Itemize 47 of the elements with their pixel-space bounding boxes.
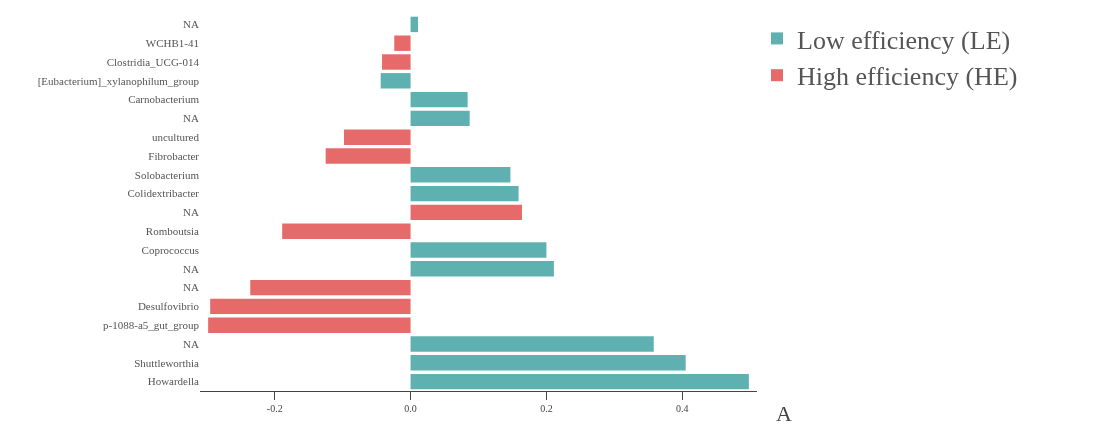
bar bbox=[410, 16, 419, 33]
y-tick-label: Desulfovibrio bbox=[137, 300, 200, 313]
y-tick-label: Clostridia_UCG-014 bbox=[106, 55, 200, 68]
y-tick-label: WCHB1-41 bbox=[145, 37, 199, 50]
bar bbox=[380, 73, 411, 89]
bar bbox=[210, 298, 411, 315]
bar bbox=[282, 223, 411, 239]
y-tick-label: uncultured bbox=[151, 131, 200, 144]
y-tick-label: Howardella bbox=[147, 375, 200, 388]
y-tick-label: NA bbox=[183, 18, 200, 31]
y-tick-label: p-1088-a5_gut_group bbox=[103, 319, 200, 332]
y-tick-label: NA bbox=[183, 281, 200, 294]
bar bbox=[410, 242, 547, 258]
bar bbox=[410, 373, 749, 390]
bar bbox=[410, 336, 654, 352]
legend-label: High efficiency (HE) bbox=[797, 62, 1018, 92]
bar bbox=[325, 148, 411, 164]
y-tick-label: Coprococcus bbox=[141, 243, 199, 256]
y-tick-label: Fibrobacter bbox=[148, 149, 200, 162]
bar bbox=[208, 317, 411, 333]
y-tick-label: Romboutsia bbox=[145, 225, 200, 238]
bar bbox=[410, 91, 468, 108]
y-tick-label: Colidextribacter bbox=[127, 187, 200, 200]
bar bbox=[344, 129, 411, 145]
y-tick-label: [Eubacterium]_xylanophilum_group bbox=[37, 74, 200, 87]
bar bbox=[394, 35, 411, 51]
bar bbox=[410, 355, 686, 371]
y-tick-label: NA bbox=[183, 206, 200, 219]
x-tick-label: -0.2 bbox=[266, 403, 283, 414]
bar bbox=[410, 204, 522, 221]
legend-label: Low efficiency (LE) bbox=[797, 25, 1011, 55]
text: A bbox=[776, 401, 792, 426]
y-tick-label: Solobacterium bbox=[134, 168, 200, 181]
x-tick-label: 0.2 bbox=[540, 403, 553, 414]
y-tick-label: NA bbox=[183, 262, 200, 275]
y-tick-label: NA bbox=[183, 337, 200, 350]
y-tick-label: Carnobacterium bbox=[128, 93, 200, 106]
bar bbox=[250, 279, 411, 296]
y-tick-label: Shuttleworthia bbox=[134, 356, 200, 369]
bar bbox=[382, 54, 411, 70]
x-tick-label: 0.0 bbox=[404, 403, 417, 414]
bar bbox=[410, 185, 519, 202]
bar bbox=[410, 167, 511, 183]
bar bbox=[410, 261, 554, 277]
x-tick-label: 0.4 bbox=[676, 403, 689, 414]
bar bbox=[410, 110, 470, 127]
y-tick-label: NA bbox=[183, 112, 200, 125]
